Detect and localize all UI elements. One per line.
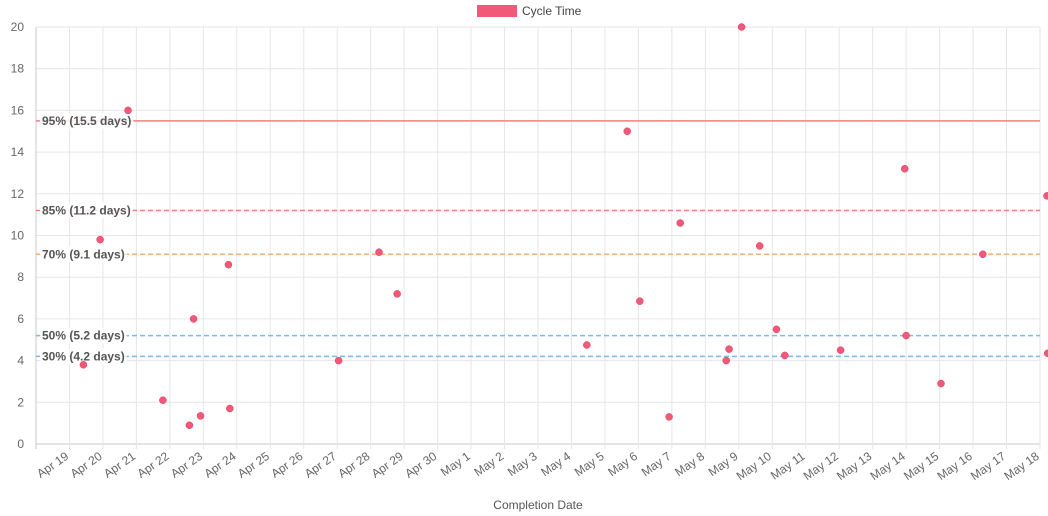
- data-point[interactable]: [96, 235, 104, 244]
- data-point[interactable]: [781, 351, 789, 360]
- x-tick-label: Apr 26: [268, 449, 305, 481]
- data-point[interactable]: [185, 421, 194, 429]
- percentile-label-bg: [40, 202, 133, 219]
- x-tick-label: Apr 30: [402, 449, 439, 481]
- x-axis-title: Completion Date: [493, 498, 583, 512]
- percentile-label: 95% (15.5 days): [42, 114, 131, 128]
- data-point[interactable]: [79, 361, 88, 369]
- y-tick-label: 4: [17, 354, 24, 368]
- data-point[interactable]: [623, 127, 631, 135]
- data-point[interactable]: [737, 23, 746, 31]
- grid-layer: [35, 26, 1041, 449]
- data-point[interactable]: [224, 260, 233, 269]
- percentile-label-bg: [40, 348, 127, 365]
- y-tick-label: 16: [11, 103, 25, 117]
- x-tick-label: May 1: [438, 449, 473, 479]
- data-point[interactable]: [124, 106, 132, 115]
- data-point[interactable]: [393, 290, 401, 298]
- data-point[interactable]: [836, 346, 845, 354]
- data-point[interactable]: [902, 331, 910, 340]
- y-tick-label: 10: [11, 229, 25, 243]
- data-point[interactable]: [636, 297, 644, 305]
- data-point[interactable]: [755, 242, 764, 250]
- x-tick-label: Apr 21: [101, 449, 138, 481]
- data-point[interactable]: [196, 412, 205, 420]
- x-tick-label: May 17: [968, 449, 1009, 483]
- data-point[interactable]: [375, 248, 383, 256]
- data-point[interactable]: [722, 356, 730, 365]
- x-tick-label: Apr 20: [68, 449, 105, 481]
- x-tick-label: Apr 23: [168, 449, 205, 481]
- percentile-label-bg: [40, 112, 134, 129]
- data-point[interactable]: [1043, 349, 1048, 358]
- x-tick-label: May 5: [572, 449, 607, 479]
- y-tick-label: 2: [17, 395, 24, 409]
- y-tick-label: 8: [17, 270, 24, 284]
- data-point[interactable]: [937, 379, 945, 388]
- x-tick-label: Apr 29: [369, 449, 406, 481]
- data-point[interactable]: [226, 404, 234, 413]
- legend-label-cycle-time: Cycle Time: [522, 4, 582, 18]
- percentile-label: 30% (4.2 days): [42, 349, 125, 363]
- y-tick-label: 12: [11, 187, 25, 201]
- percentile-label: 50% (5.2 days): [42, 329, 125, 343]
- y-axis: 0 2 4 6 8 10 12 14 16 18 20: [11, 20, 25, 451]
- percentile-lines: 95% (15.5 days) 85% (11.2 days) 70% (9.1 d…: [36, 112, 1040, 365]
- x-tick-label: May 15: [901, 449, 942, 483]
- data-point[interactable]: [725, 345, 733, 353]
- x-tick-label: May 8: [672, 449, 707, 479]
- data-point[interactable]: [159, 396, 167, 404]
- data-point[interactable]: [583, 341, 591, 349]
- data-point[interactable]: [665, 413, 673, 421]
- y-tick-label: 14: [11, 145, 25, 159]
- x-tick-label: May 14: [868, 449, 909, 483]
- percentile-label: 85% (11.2 days): [42, 203, 131, 217]
- y-tick-label: 20: [11, 20, 25, 34]
- x-tick-label: May 18: [1001, 449, 1042, 483]
- x-tick-label: May 3: [505, 449, 540, 479]
- percentile-label-bg: [40, 327, 127, 344]
- x-tick-label: May 6: [605, 449, 640, 479]
- x-tick-label: Apr 24: [202, 449, 239, 481]
- legend-swatch-cycle-time: [477, 5, 517, 17]
- percentile-label: 70% (9.1 days): [42, 247, 125, 261]
- data-point[interactable]: [900, 165, 909, 173]
- percentile-label-bg: [40, 246, 127, 263]
- data-point[interactable]: [676, 219, 684, 227]
- data-point[interactable]: [189, 315, 198, 323]
- x-tick-label: May 11: [768, 449, 808, 483]
- x-tick-label: May 4: [538, 449, 573, 479]
- x-tick-label: Apr 22: [135, 449, 172, 481]
- data-point[interactable]: [334, 356, 343, 365]
- x-tick-label: Apr 25: [235, 449, 272, 481]
- y-tick-label: 0: [17, 437, 24, 451]
- y-tick-label: 6: [17, 312, 24, 326]
- x-tick-label: May 2: [471, 449, 506, 479]
- data-points: [79, 23, 1048, 429]
- x-tick-label: Apr 27: [302, 449, 339, 481]
- legend[interactable]: Cycle Time: [477, 4, 582, 18]
- x-tick-label: Apr 19: [34, 449, 71, 481]
- x-tick-label: May 13: [834, 449, 875, 483]
- data-point[interactable]: [979, 250, 987, 259]
- x-tick-label: Apr 28: [335, 449, 372, 481]
- x-tick-label: May 7: [639, 449, 674, 479]
- y-tick-label: 18: [11, 62, 25, 76]
- x-tick-label: May 16: [935, 449, 976, 483]
- x-tick-label: May 10: [734, 449, 775, 483]
- data-point[interactable]: [772, 325, 781, 334]
- data-point[interactable]: [1043, 192, 1048, 200]
- x-tick-label: May 12: [801, 449, 842, 483]
